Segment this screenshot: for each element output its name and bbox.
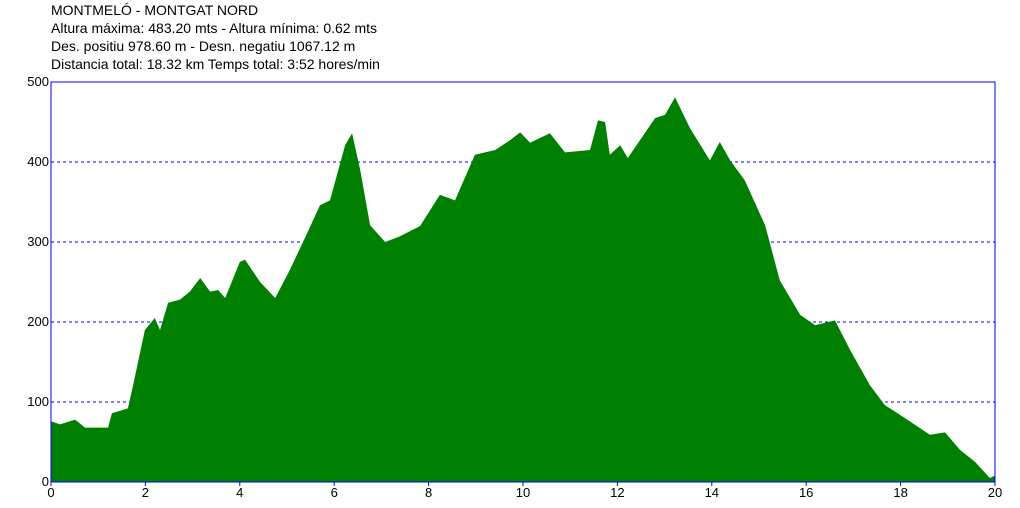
y-tick-label: 500 bbox=[27, 74, 49, 89]
x-tick-label: 6 bbox=[331, 485, 338, 500]
x-tick-label: 4 bbox=[236, 485, 243, 500]
elevation-area bbox=[51, 97, 995, 482]
x-tick-label: 14 bbox=[705, 485, 719, 500]
plot-frame bbox=[50, 81, 996, 483]
x-tick-label: 8 bbox=[425, 485, 432, 500]
distance-time-stats: Distancia total: 18.32 km Temps total: 3… bbox=[51, 56, 380, 72]
x-tick-label: 2 bbox=[142, 485, 149, 500]
chart-title: MONTMELÓ - MONTGAT NORD bbox=[51, 2, 259, 18]
x-tick-label: 20 bbox=[988, 485, 1002, 500]
x-tick-label: 18 bbox=[893, 485, 907, 500]
x-tick-label: 12 bbox=[610, 485, 624, 500]
y-tick-label: 100 bbox=[27, 394, 49, 409]
x-tick-label: 0 bbox=[47, 485, 54, 500]
altitude-stats: Altura máxima: 483.20 mts - Altura mínim… bbox=[51, 20, 378, 36]
elevation-gain-stats: Des. positiu 978.60 m - Desn. negatiu 10… bbox=[51, 38, 356, 54]
y-tick-label: 200 bbox=[27, 314, 49, 329]
y-tick-label: 300 bbox=[27, 234, 49, 249]
y-tick-label: 0 bbox=[42, 474, 49, 489]
x-tick-label: 16 bbox=[799, 485, 813, 500]
x-tick-label: 10 bbox=[516, 485, 530, 500]
y-tick-label: 400 bbox=[27, 154, 49, 169]
